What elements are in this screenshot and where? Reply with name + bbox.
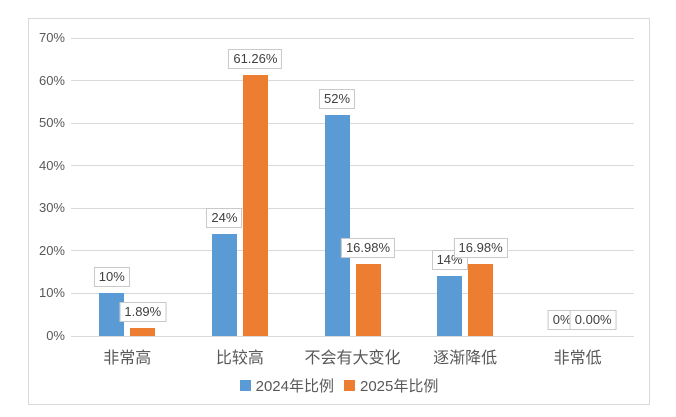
y-axis-tick-label: 70% <box>38 30 65 45</box>
data-label-2024年比例-比较高: 24% <box>206 207 243 228</box>
y-axis-tick-label: 10% <box>38 285 65 301</box>
gridline-40% <box>71 165 634 167</box>
legend-label: 2025年比例 <box>360 378 439 395</box>
y-axis-tick-label: 0% <box>46 328 65 343</box>
bar-2025年比例-不会有大变化 <box>355 263 381 336</box>
chart-legend: 2024年比例 2025年比例 <box>29 375 649 396</box>
data-label-2025年比例-比较高: 61.26% <box>228 49 283 70</box>
bar-2025年比例-比较高 <box>242 75 268 336</box>
category-label-不会有大变化: 不会有大变化 <box>304 350 401 367</box>
gridline-50% <box>71 122 634 124</box>
category-label-逐渐降低: 逐渐降低 <box>433 350 498 367</box>
bar-2025年比例-逐渐降低 <box>468 263 494 336</box>
y-axis-tick-label: 60% <box>38 72 65 88</box>
bar-2024年比例-不会有大变化 <box>324 114 350 336</box>
gridline-30% <box>71 207 634 209</box>
legend-swatch-icon <box>239 380 251 391</box>
gridline-0% <box>71 335 634 337</box>
gridline-70% <box>71 37 634 39</box>
legend-swatch-icon <box>344 380 355 391</box>
y-axis-tick-label: 50% <box>38 115 65 131</box>
data-label-2024年比例-不会有大变化: 52% <box>318 88 356 109</box>
data-label-2025年比例-非常高: 1.89% <box>119 301 167 322</box>
category-label-非常高: 非常高 <box>103 350 152 367</box>
data-label-2025年比例-逐渐降低: 16.98% <box>453 237 508 258</box>
category-label-非常低: 非常低 <box>553 350 602 367</box>
bar-2024年比例-比较高 <box>211 233 237 336</box>
plot-area: 0% 10% 20% 30% 40% 50% 60% 70% 10% 24% 52% 14% 0% 1.8… <box>39 30 634 367</box>
bar-chart: 0% 10% 20% 30% 40% 50% 60% 70% 10% 24% 52% 14% 0% 1.8… <box>28 18 650 405</box>
data-label-2025年比例-不会有大变化: 16.98% <box>340 237 396 258</box>
legend-label: 2024年比例 <box>255 378 334 395</box>
gridline-60% <box>71 80 634 82</box>
y-axis-tick-label: 30% <box>38 200 65 216</box>
data-label-2025年比例-非常低: 0.00% <box>569 310 617 330</box>
legend-item-2024年比例: 2024年比例 <box>239 375 334 396</box>
y-axis-tick-label: 40% <box>38 157 65 173</box>
legend-item-2025年比例: 2025年比例 <box>344 375 438 396</box>
gridline-10% <box>71 292 634 294</box>
bar-2024年比例-逐渐降低 <box>437 276 463 336</box>
y-axis-tick-label: 20% <box>38 242 65 258</box>
bar-2025年比例-非常高 <box>130 327 156 336</box>
data-label-2024年比例-非常高: 10% <box>93 267 130 288</box>
category-label-比较高: 比较高 <box>215 350 264 367</box>
